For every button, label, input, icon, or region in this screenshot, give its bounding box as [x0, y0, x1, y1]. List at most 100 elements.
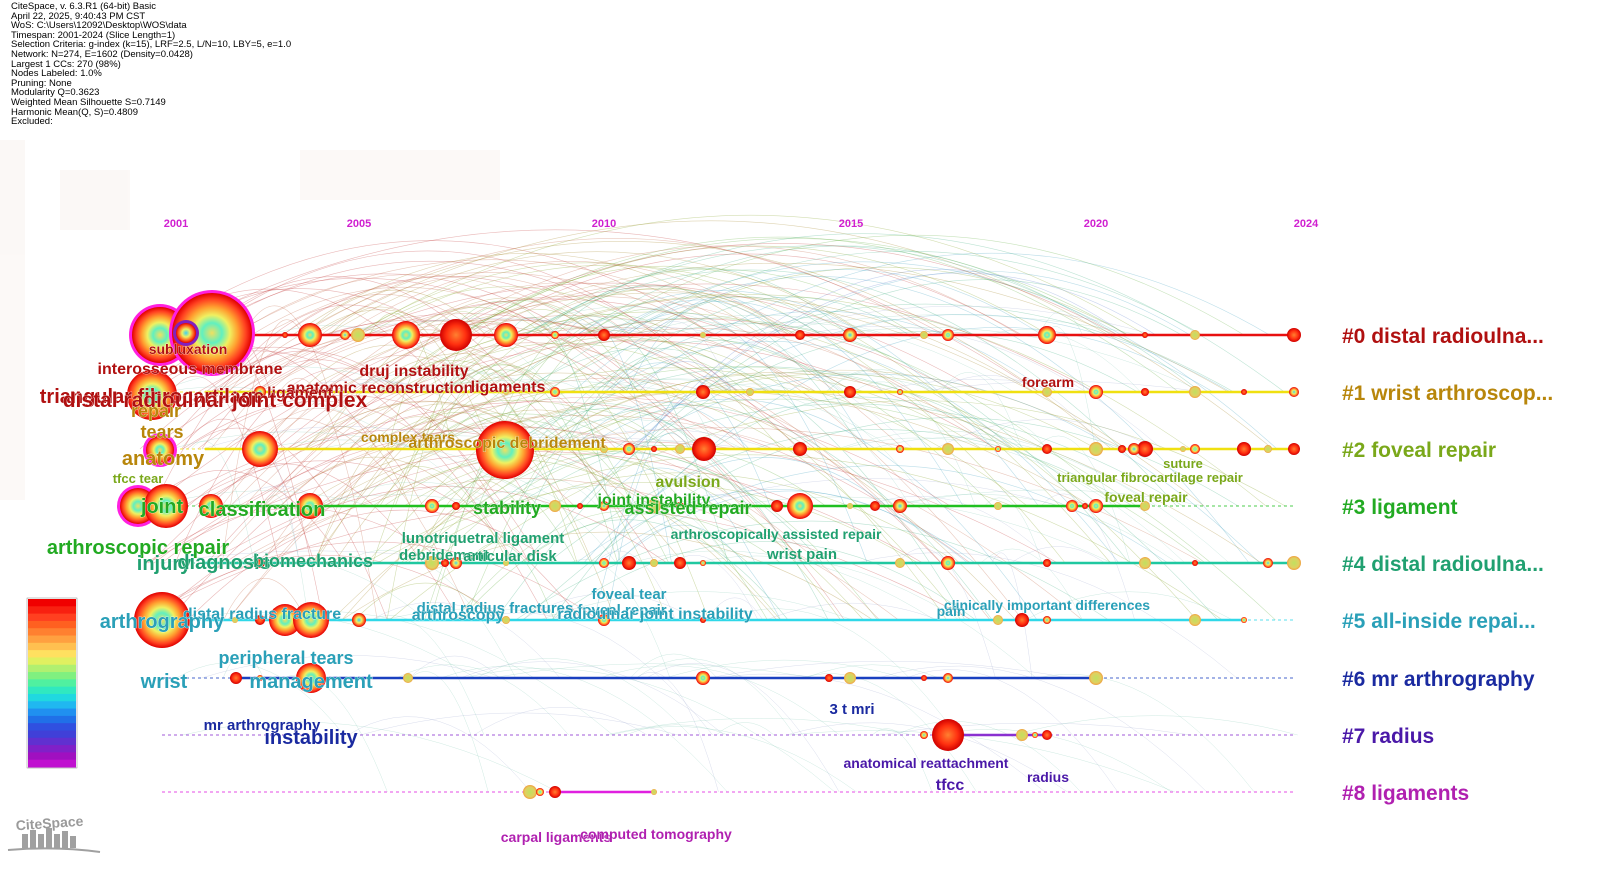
- cluster-label[interactable]: #1 wrist arthroscop...: [1342, 382, 1553, 405]
- keyword-label[interactable]: distal radius fracture: [183, 606, 342, 624]
- keyword-node[interactable]: [941, 556, 955, 570]
- keyword-node[interactable]: [1189, 386, 1201, 398]
- keyword-node[interactable]: [700, 332, 706, 338]
- keyword-node[interactable]: [523, 785, 537, 799]
- keyword-node[interactable]: [943, 673, 953, 683]
- keyword-node[interactable]: [700, 560, 706, 566]
- keyword-label[interactable]: carpal ligaments: [500, 829, 612, 846]
- cluster-label[interactable]: #7 radius: [1342, 725, 1434, 748]
- keyword-node[interactable]: [255, 615, 265, 625]
- keyword-node[interactable]: [1288, 443, 1300, 455]
- keyword-node[interactable]: [1082, 503, 1088, 509]
- keyword-node[interactable]: [172, 293, 252, 373]
- keyword-node[interactable]: [895, 558, 905, 568]
- keyword-node[interactable]: [622, 556, 636, 570]
- keyword-node[interactable]: [599, 558, 609, 568]
- cluster-label[interactable]: #0 distal radioulna...: [1342, 325, 1544, 348]
- keyword-label[interactable]: stability: [473, 498, 542, 519]
- keyword-node[interactable]: [257, 675, 263, 681]
- keyword-label[interactable]: druj instability: [359, 363, 469, 381]
- keyword-label[interactable]: avulsion: [655, 474, 721, 492]
- keyword-node[interactable]: [230, 672, 242, 684]
- keyword-node[interactable]: [921, 675, 927, 681]
- keyword-node[interactable]: [282, 332, 288, 338]
- keyword-node[interactable]: [503, 389, 509, 395]
- cluster-label[interactable]: #4 distal radioulna...: [1342, 553, 1544, 576]
- keyword-node[interactable]: [425, 499, 439, 513]
- keyword-node[interactable]: [1287, 556, 1301, 570]
- keyword-label[interactable]: interosseous membrane: [97, 361, 283, 379]
- keyword-label[interactable]: subluxation: [148, 341, 228, 358]
- keyword-node[interactable]: [650, 559, 658, 567]
- keyword-node[interactable]: [351, 328, 365, 342]
- keyword-node[interactable]: [297, 493, 323, 519]
- keyword-node[interactable]: [494, 323, 518, 347]
- keyword-node[interactable]: [502, 616, 510, 624]
- keyword-label[interactable]: instability: [264, 727, 359, 750]
- cluster-label[interactable]: #6 mr arthrography: [1342, 668, 1535, 691]
- keyword-label[interactable]: wrist pain: [766, 546, 838, 564]
- keyword-node[interactable]: [844, 386, 856, 398]
- keyword-node[interactable]: [598, 329, 610, 341]
- keyword-node[interactable]: [403, 673, 413, 683]
- keyword-node[interactable]: [942, 329, 954, 341]
- keyword-node[interactable]: [1043, 559, 1051, 567]
- keyword-node[interactable]: [577, 503, 583, 509]
- keyword-node[interactable]: [995, 446, 1001, 452]
- cluster-label[interactable]: #5 all-inside repai...: [1342, 610, 1536, 633]
- keyword-label[interactable]: ligament: [267, 385, 334, 403]
- keyword-node[interactable]: [795, 330, 805, 340]
- keyword-label[interactable]: 3 t mri: [829, 701, 875, 719]
- keyword-label[interactable]: wrist: [139, 671, 188, 694]
- keyword-node[interactable]: [127, 370, 177, 420]
- keyword-node[interactable]: [932, 719, 964, 751]
- keyword-node[interactable]: [293, 602, 329, 638]
- keyword-node[interactable]: [503, 560, 509, 566]
- keyword-node[interactable]: [793, 442, 807, 456]
- keyword-node[interactable]: [1139, 557, 1151, 569]
- keyword-node[interactable]: [298, 323, 322, 347]
- keyword-label[interactable]: forearm: [1022, 374, 1075, 391]
- keyword-node[interactable]: [550, 387, 560, 397]
- keyword-node[interactable]: [1089, 671, 1103, 685]
- keyword-node[interactable]: [674, 557, 686, 569]
- keyword-node[interactable]: [1089, 385, 1103, 399]
- keyword-node[interactable]: [551, 331, 559, 339]
- keyword-label[interactable]: radioulnar joint instability: [557, 606, 753, 624]
- keyword-node[interactable]: [425, 556, 439, 570]
- keyword-node[interactable]: [1140, 501, 1150, 511]
- keyword-node[interactable]: [994, 502, 1002, 510]
- keyword-node[interactable]: [1141, 388, 1149, 396]
- keyword-node[interactable]: [549, 500, 561, 512]
- keyword-node[interactable]: [1128, 443, 1140, 455]
- keyword-node[interactable]: [692, 437, 716, 461]
- keyword-node[interactable]: [352, 613, 366, 627]
- keyword-node[interactable]: [254, 386, 266, 398]
- keyword-node[interactable]: [1032, 732, 1038, 738]
- keyword-node[interactable]: [340, 330, 350, 340]
- keyword-node[interactable]: [242, 431, 278, 467]
- keyword-label[interactable]: distal radius fractures: [416, 600, 574, 618]
- keyword-node[interactable]: [1089, 442, 1103, 456]
- keyword-node[interactable]: [1263, 558, 1273, 568]
- keyword-node[interactable]: [696, 671, 710, 685]
- keyword-node[interactable]: [450, 557, 462, 569]
- keyword-label[interactable]: anatomic reconstruction: [286, 380, 474, 398]
- keyword-node[interactable]: [675, 444, 685, 454]
- keyword-label[interactable]: computed tomography: [580, 826, 732, 843]
- keyword-node[interactable]: [1015, 613, 1029, 627]
- keyword-label[interactable]: mr arthrography: [203, 717, 321, 735]
- keyword-node[interactable]: [1180, 446, 1186, 452]
- keyword-node[interactable]: [199, 494, 223, 518]
- keyword-node[interactable]: [1016, 729, 1028, 741]
- keyword-label[interactable]: arthroscopy: [411, 607, 505, 625]
- keyword-label[interactable]: tfcc: [935, 777, 965, 795]
- keyword-node[interactable]: [771, 500, 783, 512]
- keyword-node[interactable]: [144, 484, 188, 528]
- keyword-node[interactable]: [700, 617, 706, 623]
- keyword-node[interactable]: [942, 443, 954, 455]
- keyword-label[interactable]: lunotriquetral ligament: [401, 530, 565, 548]
- keyword-node[interactable]: [255, 558, 265, 568]
- keyword-label[interactable]: classification: [198, 499, 326, 522]
- keyword-node[interactable]: [1189, 614, 1201, 626]
